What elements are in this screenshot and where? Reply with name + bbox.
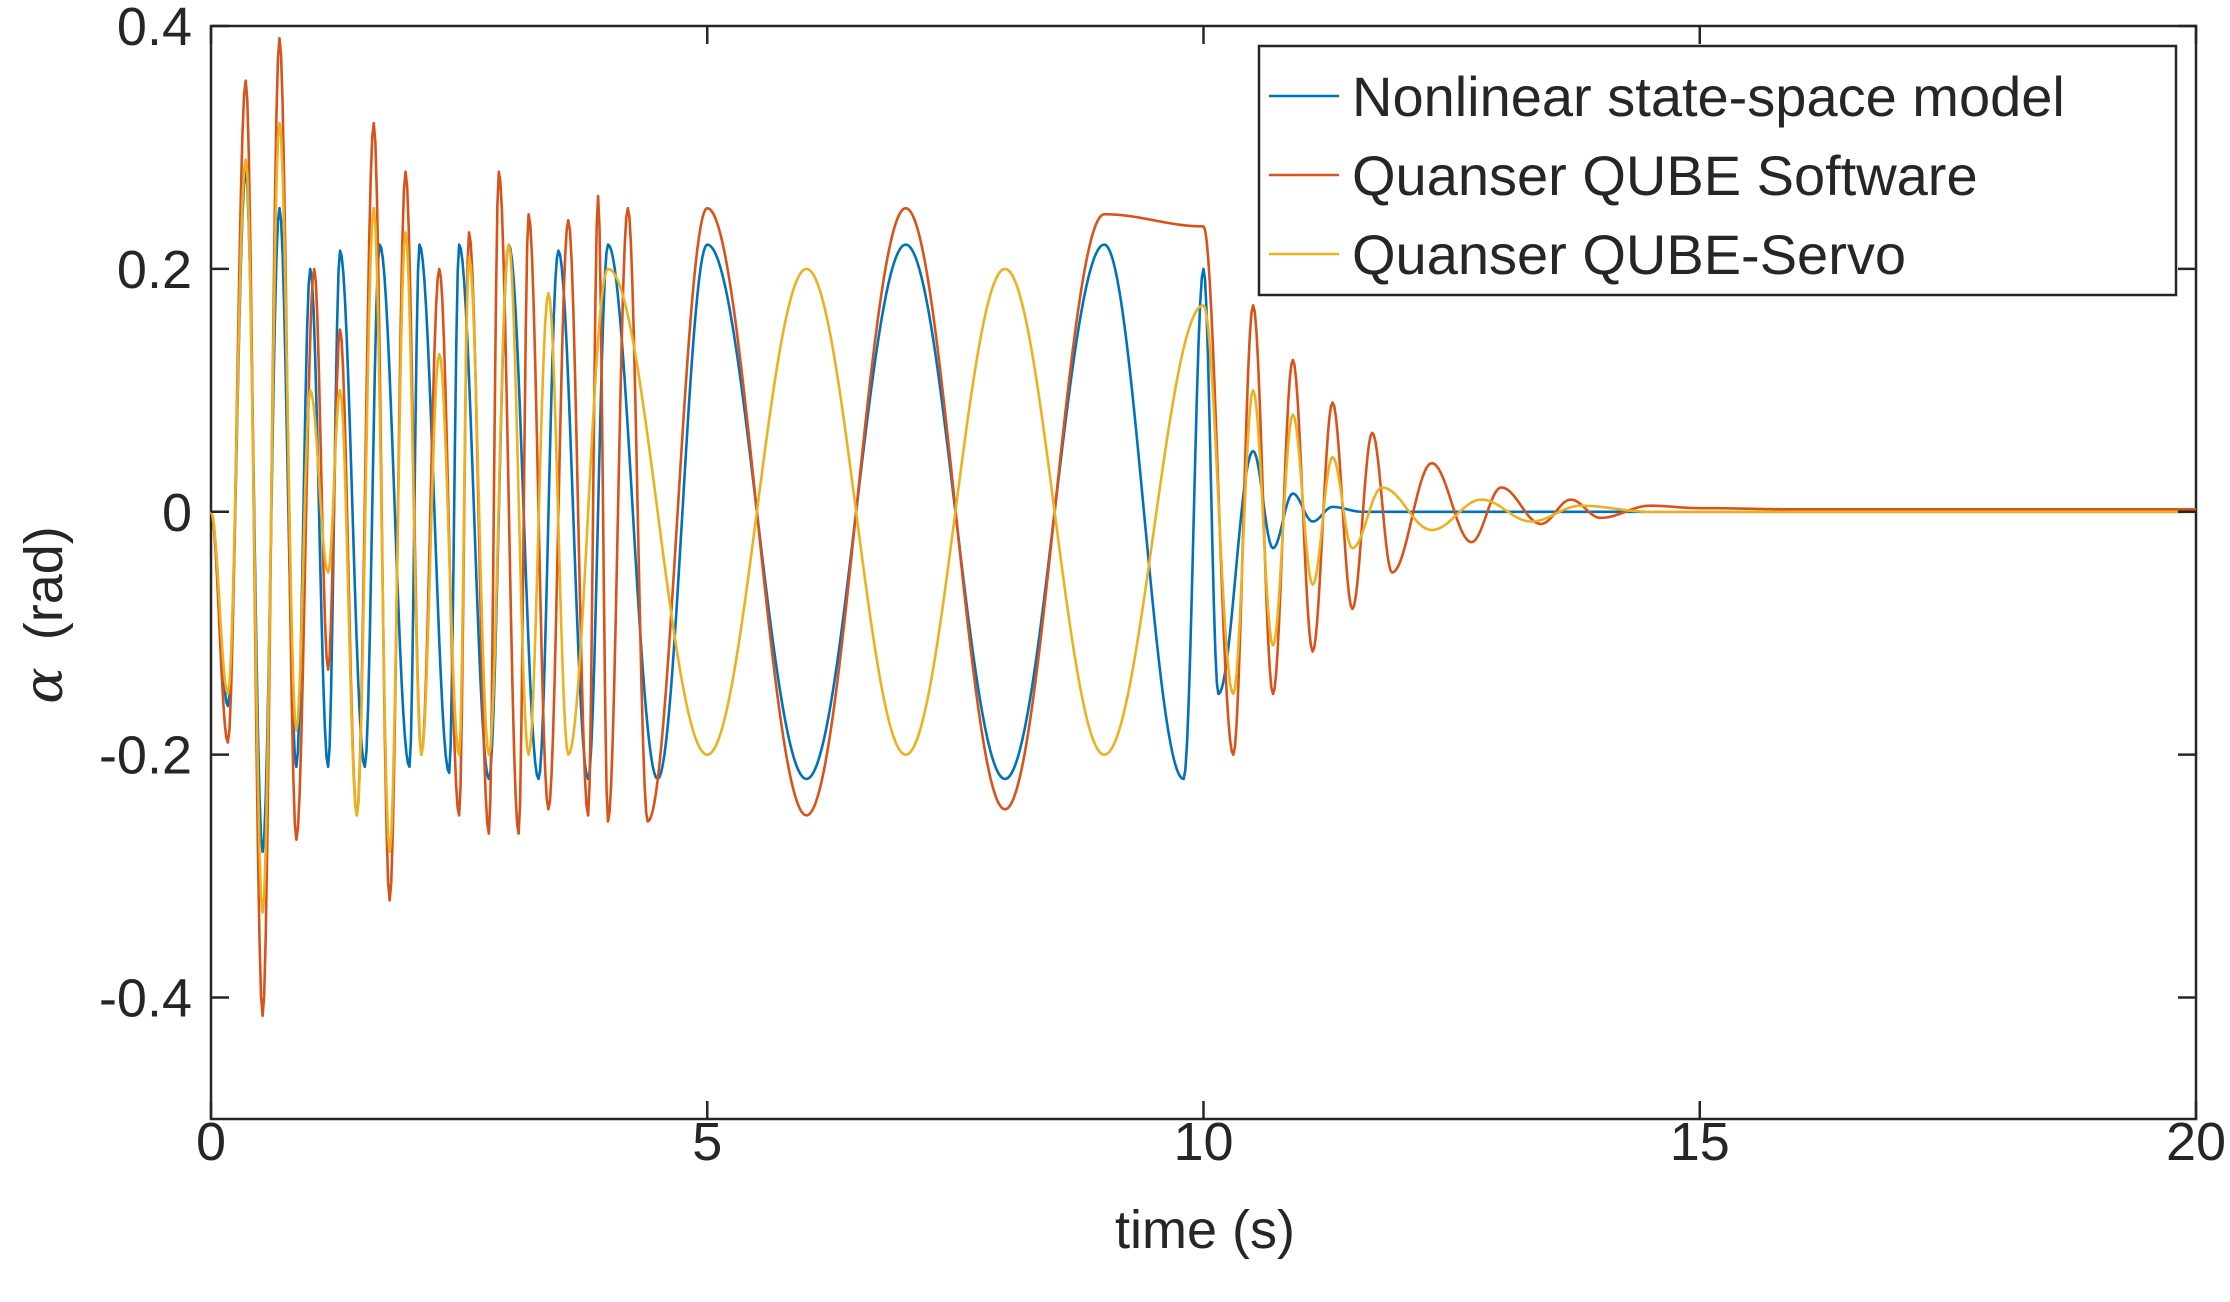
y-tick-label: -0.4: [99, 969, 192, 1029]
x-tick-label: 20: [2166, 1112, 2226, 1172]
series-line-3: [209, 121, 2196, 914]
series-layer: [209, 36, 2196, 1018]
x-tick-label: 10: [1173, 1112, 1233, 1172]
y-tick-label: -0.2: [99, 726, 192, 786]
x-tick-label: 15: [1670, 1112, 1730, 1172]
y-tick-label: 0.2: [117, 240, 192, 300]
y-tick-label: 0.4: [117, 0, 192, 57]
y-axis-label-symbol: α: [12, 667, 75, 703]
y-axis-label-unit: (rad): [14, 526, 74, 640]
legend: Nonlinear state-space model Quanser QUBE …: [1257, 44, 2178, 297]
legend-label-3: Quanser QUBE-Servo: [1352, 223, 1906, 286]
axis-ticks: 0 5 10 15 20 -0.4 -0.2 0 0.2 0.4: [99, 0, 2226, 1172]
x-axis-label: time (s): [1115, 1200, 1295, 1260]
legend-box: [1257, 44, 2178, 297]
y-axis-label: α (rad): [12, 526, 75, 704]
y-tick-label: 0: [162, 483, 192, 543]
x-tick-label: 5: [692, 1112, 722, 1172]
legend-label-1: Nonlinear state-space model: [1352, 65, 2065, 128]
legend-label-2: Quanser QUBE Software: [1352, 144, 1978, 207]
x-tick-label: 0: [196, 1112, 226, 1172]
series-line-2: [209, 36, 2196, 1018]
